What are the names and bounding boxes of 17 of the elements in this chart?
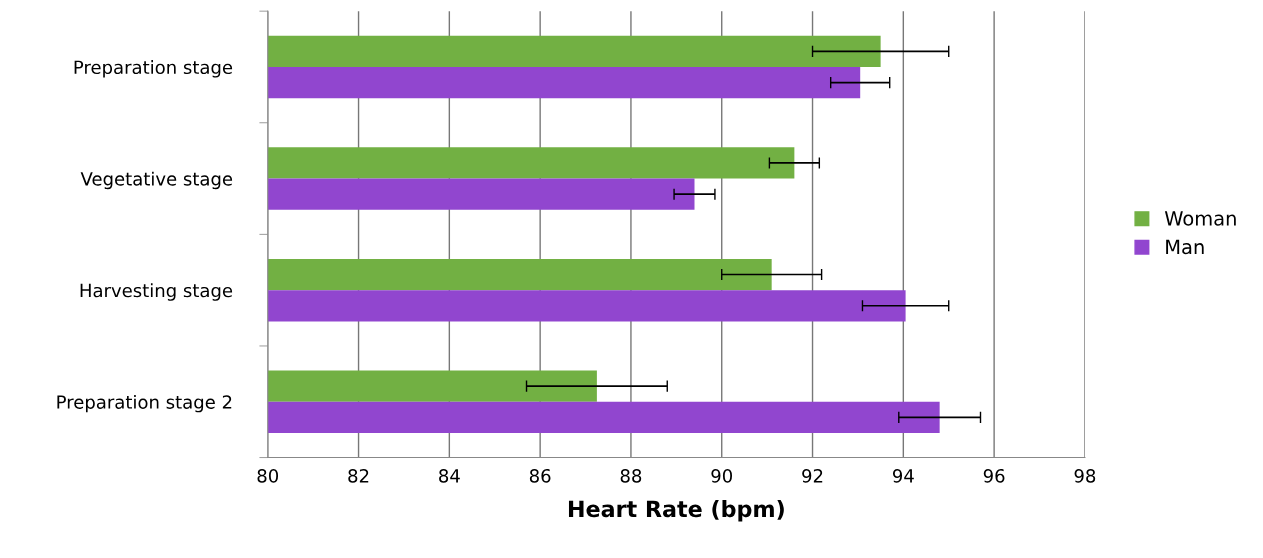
x-tick-label: 96	[983, 468, 1005, 483]
x-tick-label: 90	[711, 468, 733, 483]
x-axis-title: Heart Rate (bpm)	[568, 500, 784, 522]
y-tick-label: Harvesting stage	[80, 283, 233, 301]
x-tick-label: 84	[439, 468, 460, 483]
x-tick-label: 82	[348, 468, 369, 483]
y-tick-label: Preparation stage 2	[57, 394, 232, 413]
y-tick-label: Vegetative stage	[80, 171, 233, 190]
x-tick-label: 98	[1074, 468, 1096, 483]
x-tick-label: 88	[620, 468, 642, 483]
legend-label: Woman	[1164, 211, 1236, 226]
x-tick-label: 94	[892, 468, 914, 483]
x-tick-label: 86	[529, 468, 551, 483]
y-tick-label: Preparation stage	[74, 60, 233, 78]
legend-label: Man	[1166, 239, 1204, 255]
x-tick-label: 80	[257, 468, 279, 483]
x-tick-label: 92	[802, 468, 823, 483]
